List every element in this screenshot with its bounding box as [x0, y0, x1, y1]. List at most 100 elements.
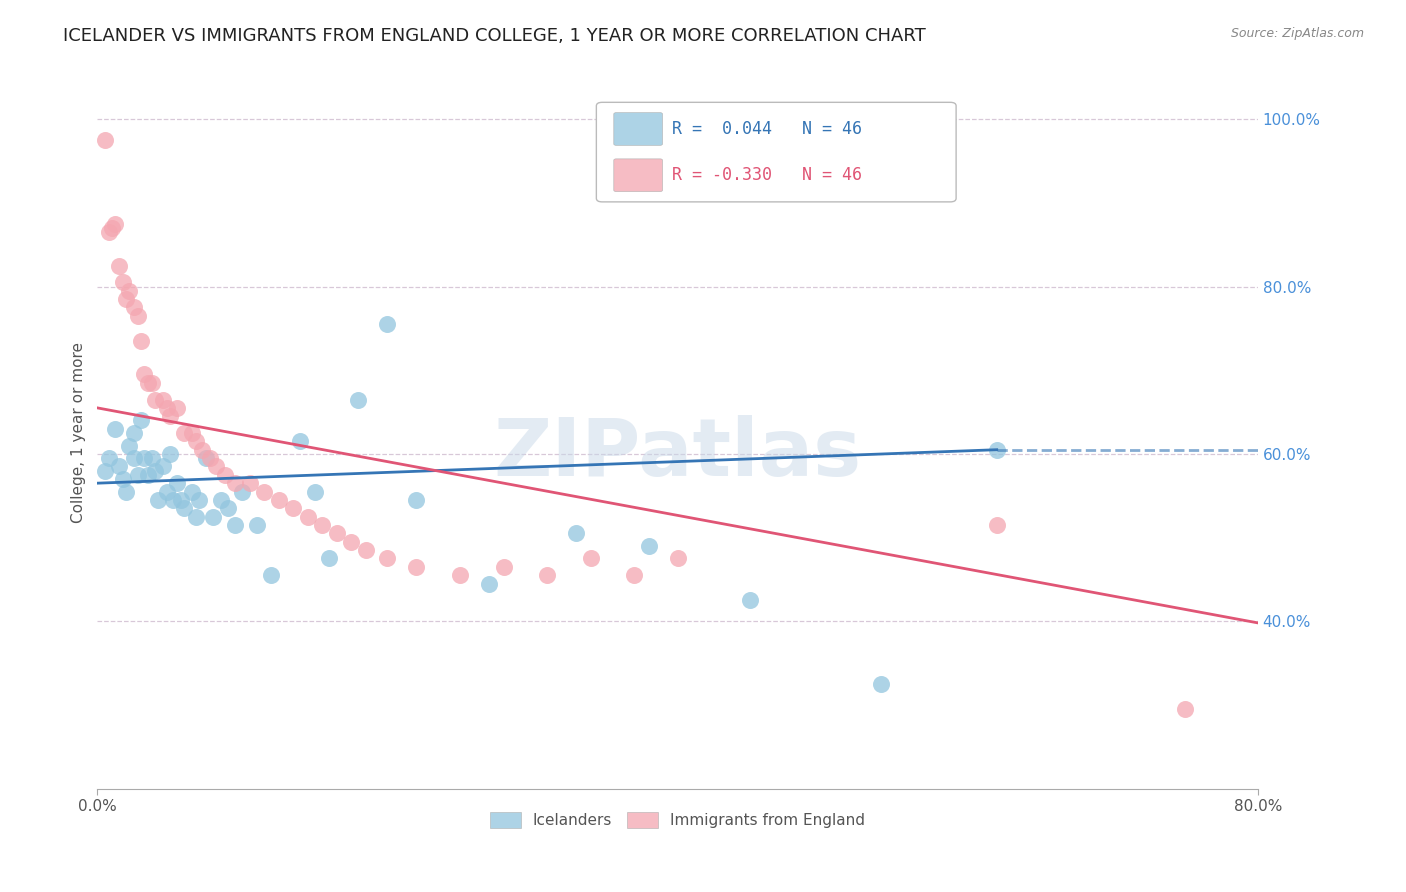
Point [377, 317, 399, 331]
Point [260, 568, 283, 582]
Point [93, 464, 115, 478]
Point [129, 334, 152, 348]
Point [141, 451, 163, 466]
Point [145, 464, 167, 478]
Point [205, 459, 228, 474]
Point [180, 425, 202, 440]
Point [565, 526, 588, 541]
Point [97, 225, 120, 239]
Point [202, 509, 225, 524]
Point [184, 509, 207, 524]
Point [1174, 702, 1197, 716]
Point [115, 484, 138, 499]
FancyBboxPatch shape [614, 159, 662, 192]
Point [986, 442, 1008, 457]
Point [152, 392, 174, 407]
Point [173, 501, 195, 516]
Point [127, 309, 149, 323]
Point [283, 501, 305, 516]
Point [156, 484, 179, 499]
Point [200, 451, 222, 466]
Point [449, 568, 471, 582]
Point [115, 292, 138, 306]
Point [159, 409, 181, 424]
Point [318, 551, 340, 566]
Point [579, 551, 602, 566]
Point [108, 259, 131, 273]
Point [347, 392, 370, 407]
FancyBboxPatch shape [596, 103, 956, 202]
Y-axis label: College, 1 year or more: College, 1 year or more [72, 343, 86, 524]
Point [93, 133, 115, 147]
Point [492, 559, 515, 574]
FancyBboxPatch shape [614, 112, 662, 145]
Text: Source: ZipAtlas.com: Source: ZipAtlas.com [1230, 27, 1364, 40]
Legend: Icelanders, Immigrants from England: Icelanders, Immigrants from England [484, 806, 872, 834]
Point [377, 551, 399, 566]
Point [152, 459, 174, 474]
Point [340, 534, 363, 549]
Text: R = -0.330   N = 46: R = -0.330 N = 46 [672, 166, 862, 185]
Point [290, 434, 312, 449]
Point [104, 422, 127, 436]
Point [159, 447, 181, 461]
Point [623, 568, 645, 582]
Point [209, 492, 232, 507]
Point [141, 376, 163, 390]
Point [311, 518, 333, 533]
Point [224, 476, 246, 491]
Point [740, 593, 762, 607]
Text: ZIPatlas: ZIPatlas [494, 416, 862, 493]
Point [297, 509, 319, 524]
Point [129, 413, 152, 427]
Point [187, 492, 209, 507]
Point [173, 425, 195, 440]
Point [101, 221, 124, 235]
Point [304, 484, 326, 499]
Point [180, 484, 202, 499]
Point [122, 451, 145, 466]
Point [253, 484, 276, 499]
Point [118, 438, 141, 452]
Point [325, 526, 347, 541]
Point [112, 276, 135, 290]
Point [986, 518, 1008, 533]
Point [191, 442, 214, 457]
Point [145, 392, 167, 407]
Point [108, 459, 131, 474]
Point [231, 484, 253, 499]
Point [166, 401, 188, 415]
Point [184, 434, 207, 449]
Point [97, 451, 120, 466]
Point [478, 576, 501, 591]
Point [224, 518, 246, 533]
Point [104, 217, 127, 231]
Point [267, 492, 290, 507]
Point [869, 677, 891, 691]
Text: R =  0.044   N = 46: R = 0.044 N = 46 [672, 120, 862, 138]
Point [214, 467, 236, 482]
Point [156, 401, 179, 415]
Point [405, 492, 427, 507]
Point [136, 376, 159, 390]
Point [122, 425, 145, 440]
Point [536, 568, 558, 582]
Point [354, 543, 377, 558]
Point [162, 492, 184, 507]
Point [132, 451, 155, 466]
Point [132, 368, 155, 382]
Point [239, 476, 262, 491]
Point [118, 284, 141, 298]
Text: ICELANDER VS IMMIGRANTS FROM ENGLAND COLLEGE, 1 YEAR OR MORE CORRELATION CHART: ICELANDER VS IMMIGRANTS FROM ENGLAND COL… [63, 27, 927, 45]
Point [217, 501, 239, 516]
Point [127, 467, 149, 482]
Point [246, 518, 269, 533]
Point [405, 559, 427, 574]
Point [666, 551, 689, 566]
Point [166, 476, 188, 491]
Point [112, 472, 135, 486]
Point [170, 492, 193, 507]
Point [637, 539, 659, 553]
Point [136, 467, 159, 482]
Point [195, 451, 218, 466]
